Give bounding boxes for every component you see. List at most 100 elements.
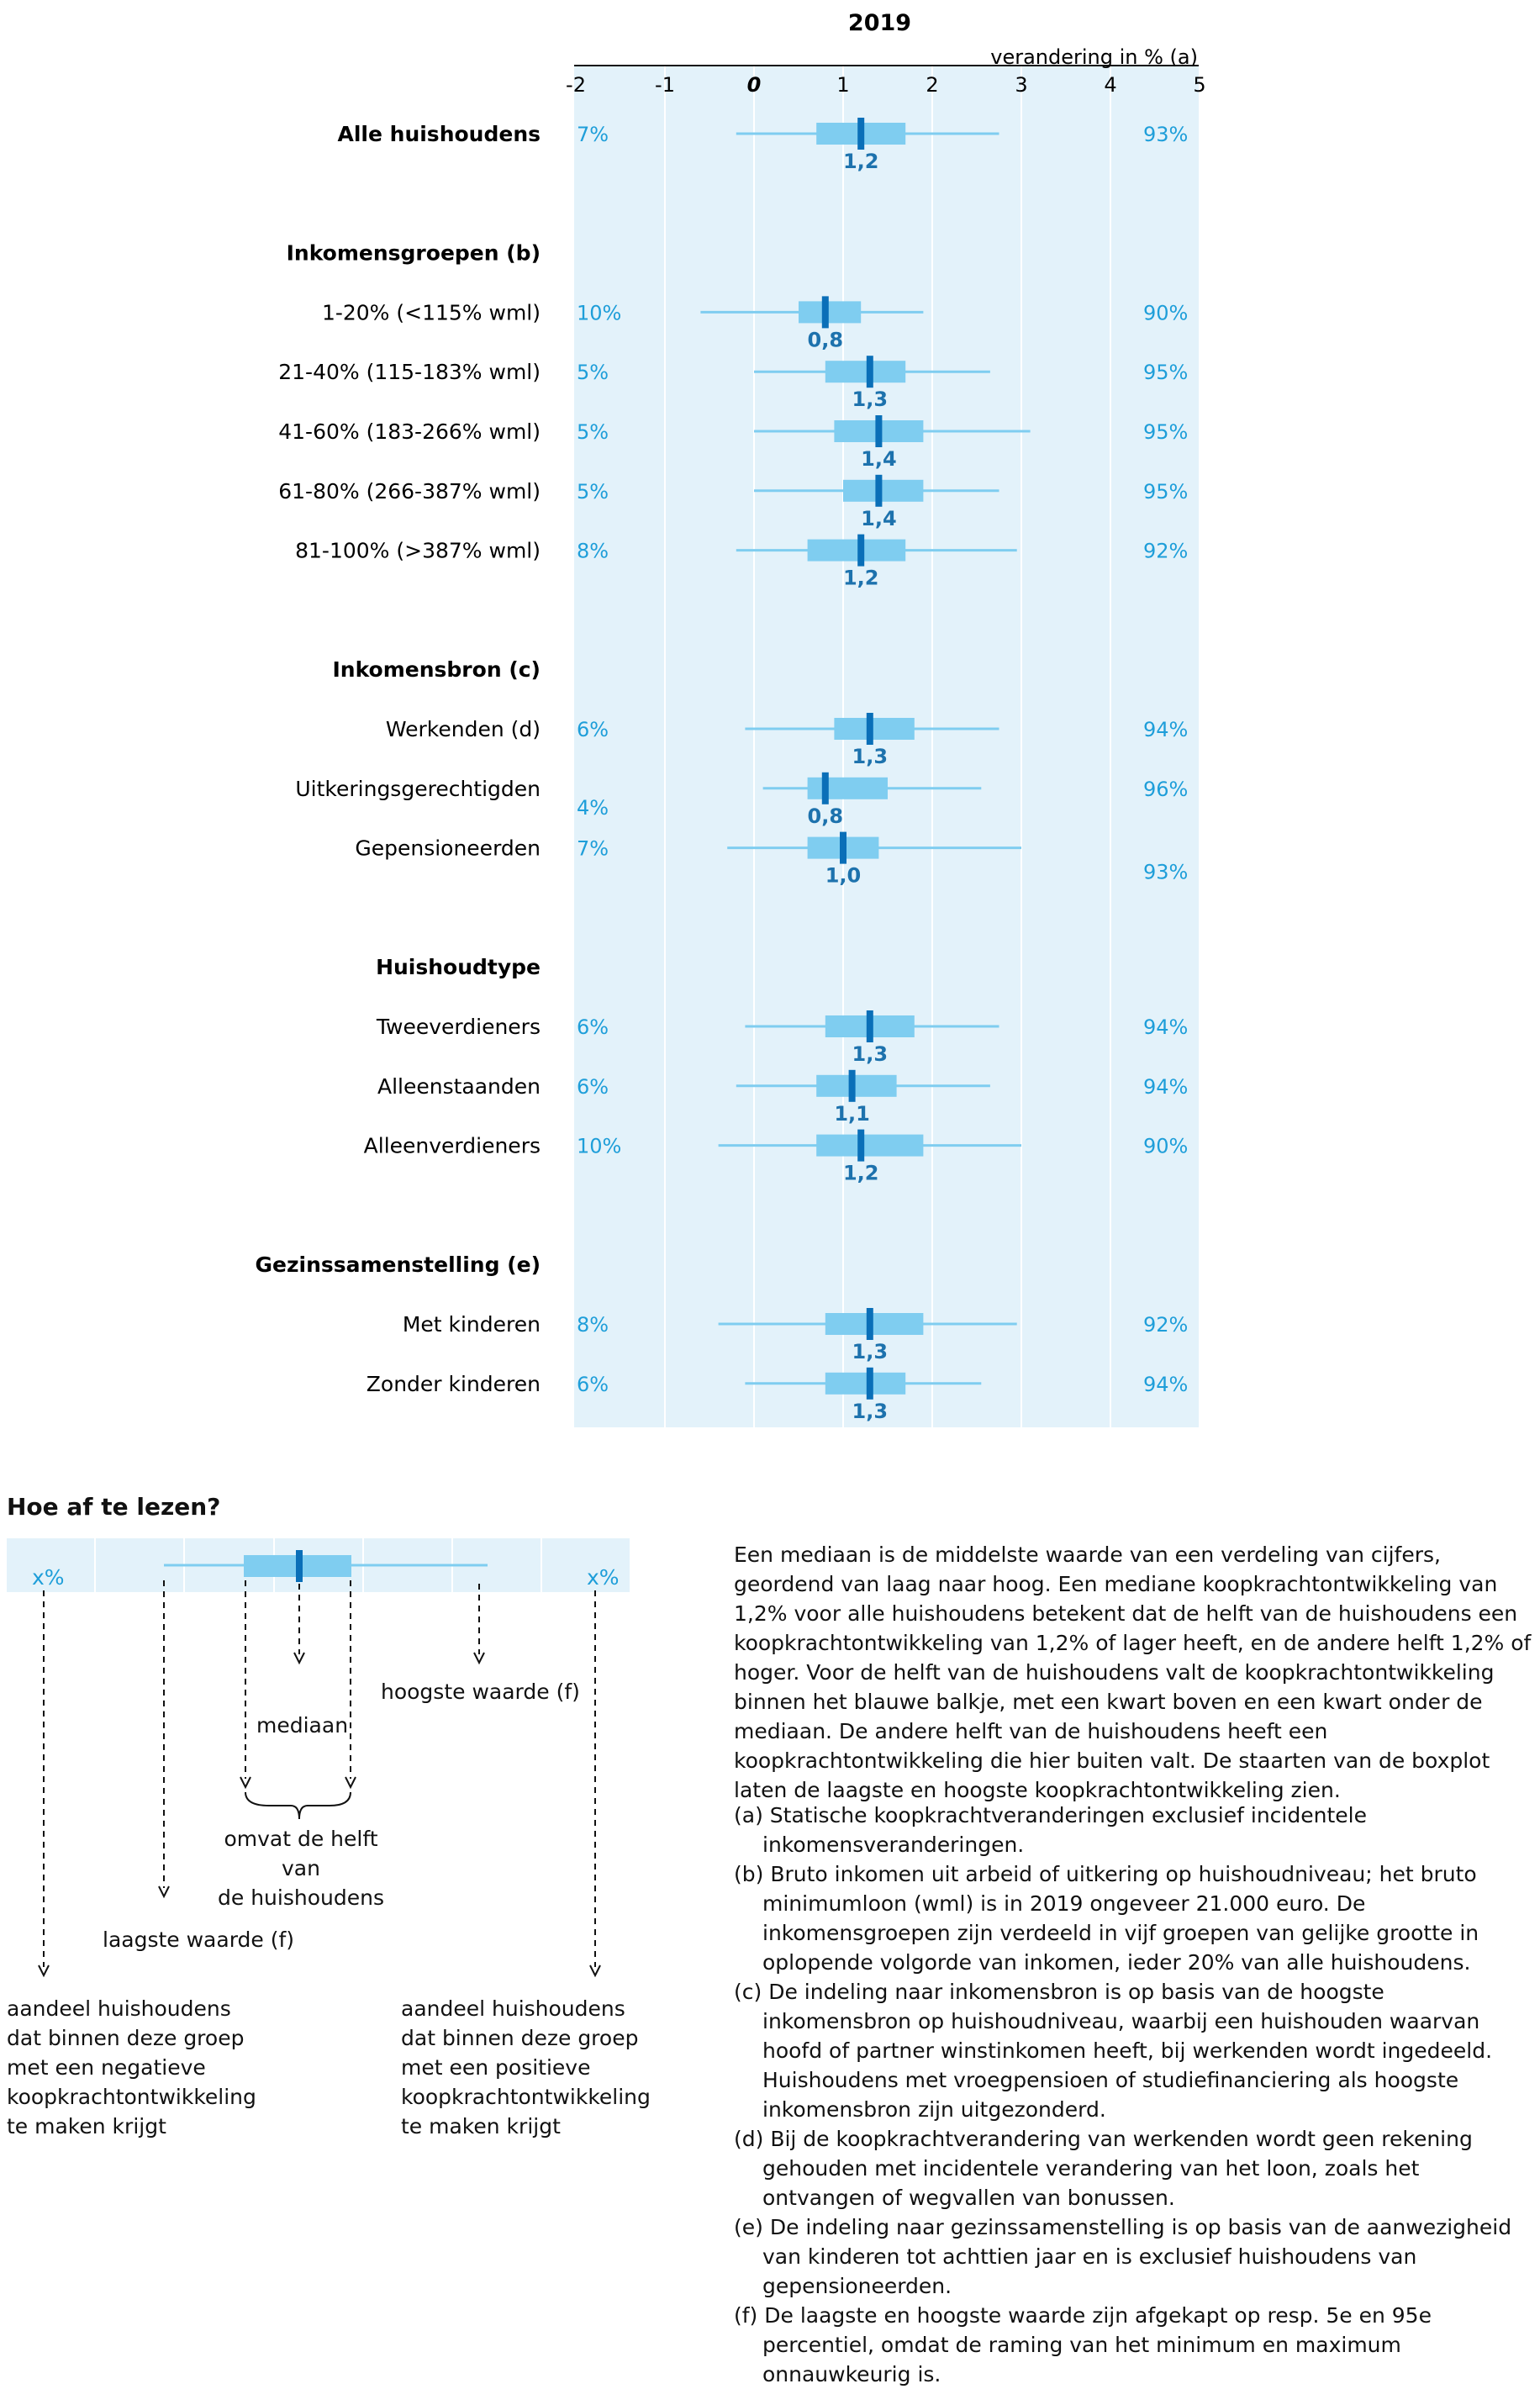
- negative-share: 7%: [577, 123, 609, 146]
- legend-arrow-pos-head: [589, 1964, 601, 1978]
- row-label: 1-20% (<115% wml): [322, 300, 541, 324]
- iqr-box: [834, 718, 915, 740]
- legend-arrow-q3-head: [345, 1776, 356, 1790]
- negative-share: 8%: [577, 540, 609, 563]
- positive-share: 94%: [1143, 1075, 1188, 1099]
- median-mark: [866, 1010, 873, 1042]
- positive-share: 92%: [1143, 540, 1188, 563]
- negative-share: 10%: [577, 301, 621, 324]
- positive-share: 94%: [1143, 1373, 1188, 1396]
- legend-pos-text: aandeel huishoudens dat binnen deze groe…: [401, 1994, 651, 2141]
- median-label: 1,4: [861, 507, 897, 530]
- median-label: 1,0: [825, 864, 862, 888]
- median-label: 1,2: [843, 1162, 879, 1185]
- positive-share: 90%: [1143, 1135, 1188, 1158]
- legend-laagste-label: laagste waarde (f): [103, 1928, 295, 1952]
- iqr-box: [816, 1074, 897, 1097]
- median-mark: [857, 534, 865, 567]
- tick-label: 2: [926, 73, 938, 97]
- footnote-d: (d) Bij de koopkrachtverandering van wer…: [734, 2127, 1473, 2210]
- median-label: 1,1: [834, 1102, 870, 1126]
- tick-label: -2: [566, 73, 586, 97]
- median-mark: [857, 118, 865, 150]
- legend-mediaan-label: mediaan: [256, 1713, 349, 1738]
- legend-diagram: [7, 1538, 630, 1978]
- row-label: Met kinderen: [403, 1312, 541, 1337]
- tick-label: -1: [655, 73, 675, 97]
- row-label: Uitkeringsgerechtigden: [295, 777, 541, 801]
- positive-share: 92%: [1143, 1313, 1188, 1337]
- row-label: 61-80% (266-387% wml): [278, 479, 541, 504]
- row-label: 21-40% (115-183% wml): [278, 360, 541, 384]
- legend-arrow-hoogste-head: [473, 1652, 485, 1665]
- median-label: 0,8: [808, 804, 844, 828]
- median-label: 1,3: [852, 1400, 889, 1423]
- legend-pos-line: met een positieve: [401, 2055, 591, 2080]
- median-mark: [821, 772, 829, 804]
- median-mark: [866, 356, 873, 388]
- legend-brace: [245, 1791, 351, 1820]
- legend-omvat-label: omvat de helft van de huishoudens: [208, 1824, 393, 1912]
- legend-pos-line: dat binnen deze groep: [401, 2026, 639, 2050]
- legend-neg-line: aandeel huishoudens: [7, 1996, 231, 2021]
- median-mark: [875, 474, 883, 507]
- legend-hoogste-label: hoogste waarde (f): [381, 1680, 580, 1704]
- iqr-box: [799, 301, 862, 324]
- legend-pos-line: te maken krijgt: [401, 2114, 561, 2138]
- legend-pos-line: koopkrachtontwikkeling: [401, 2085, 651, 2109]
- tick-label: 0: [747, 73, 762, 97]
- negative-share: 10%: [577, 1135, 621, 1158]
- iqr-box: [807, 777, 888, 799]
- median-mark: [840, 831, 846, 864]
- legend-neg-line: te maken krijgt: [7, 2114, 166, 2138]
- row-label: Alleenstaanden: [377, 1074, 541, 1099]
- footnotes: (a) Statische koopkrachtveranderingen ex…: [734, 1801, 1537, 2389]
- row-label: Alle huishoudens: [338, 122, 541, 146]
- plot-panel: [574, 66, 1199, 1427]
- positive-share: 93%: [1143, 123, 1188, 146]
- row-label: Werkenden (d): [386, 717, 541, 741]
- median-label: 1,2: [843, 150, 879, 173]
- legend-arrow-neg-head: [38, 1964, 50, 1978]
- group-heading: Inkomensgroepen (b): [287, 241, 541, 266]
- negative-share: 5%: [577, 480, 609, 504]
- footnote-b: (b) Bruto inkomen uit arbeid of uitkerin…: [734, 1862, 1479, 1975]
- chart-title: 2019: [848, 10, 911, 36]
- legend-pos-line: aandeel huishoudens: [401, 1996, 625, 2021]
- boxplot-chart: 2019 verandering in % (a) -2 -1 0 1 2 3 4 5 Alle h…: [255, 10, 1206, 1427]
- footnote-a: (a) Statische koopkrachtveranderingen ex…: [734, 1803, 1367, 1857]
- axis-label: verandering in % (a): [990, 45, 1198, 69]
- median-mark: [866, 1367, 873, 1400]
- positive-share: 95%: [1143, 361, 1188, 384]
- group-heading: Huishoudtype: [376, 955, 541, 979]
- positive-share: 90%: [1143, 301, 1188, 324]
- row-label: Zonder kinderen: [367, 1372, 541, 1396]
- tick-label: 5: [1193, 73, 1205, 97]
- row-label: Alleenverdieners: [364, 1134, 541, 1158]
- legend-pct-left: x%: [32, 1565, 65, 1590]
- positive-share: 94%: [1143, 718, 1188, 741]
- legend-neg-line: met een negatieve: [7, 2055, 206, 2080]
- footnote-f: (f) De laagste en hoogste waarde zijn af…: [734, 2303, 1432, 2386]
- legend-arrow-laagste-head: [158, 1885, 170, 1899]
- median-label: 1,3: [852, 388, 889, 411]
- legend-omvat-line-2: de huishoudens: [218, 1885, 384, 1910]
- negative-share: 5%: [577, 361, 609, 384]
- median-mark: [866, 713, 873, 745]
- explanation-text: Een mediaan is de middelste waarde van e…: [734, 1543, 1532, 1802]
- tick-label: 4: [1104, 73, 1116, 97]
- positive-share: 93%: [1143, 861, 1188, 884]
- iqr-box: [807, 539, 906, 562]
- negative-share: 6%: [577, 718, 609, 741]
- negative-share: 4%: [577, 796, 609, 820]
- legend-neg-line: koopkrachtontwikkeling: [7, 2085, 256, 2109]
- legend-neg-text: aandeel huishoudens dat binnen deze groe…: [7, 1994, 256, 2141]
- iqr-box: [825, 1372, 906, 1395]
- legend-omvat-line-1: omvat de helft van: [224, 1827, 378, 1880]
- legend-title: Hoe af te lezen?: [7, 1493, 221, 1521]
- negative-share: 6%: [577, 1373, 609, 1396]
- row-label: 81-100% (>387% wml): [295, 539, 541, 563]
- median-label: 1,4: [861, 447, 897, 471]
- legend-neg-line: dat binnen deze groep: [7, 2026, 245, 2050]
- row-label: Tweeverdieners: [376, 1015, 541, 1039]
